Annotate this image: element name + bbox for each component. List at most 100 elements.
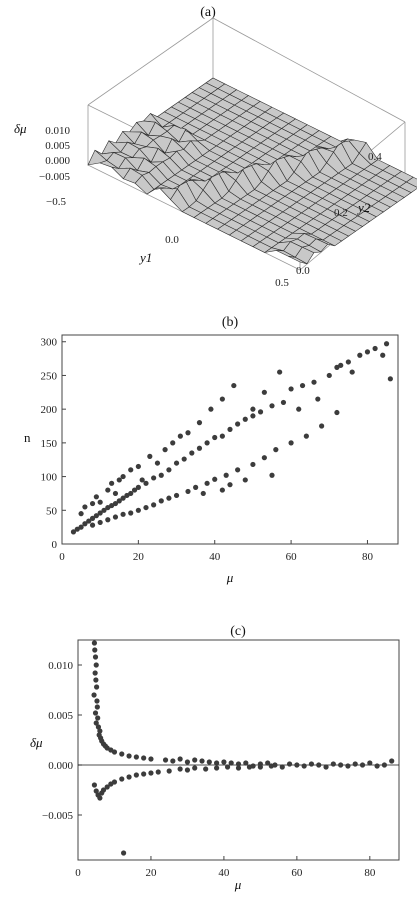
data-point bbox=[92, 670, 98, 676]
data-point bbox=[323, 764, 329, 770]
data-point bbox=[141, 771, 147, 777]
data-point bbox=[228, 760, 234, 766]
x-tick-label: 20 bbox=[145, 867, 157, 879]
surface-mesh bbox=[87, 77, 417, 265]
data-point bbox=[177, 766, 183, 772]
data-point bbox=[250, 406, 256, 412]
data-point bbox=[148, 770, 154, 776]
data-point bbox=[221, 759, 227, 765]
data-point bbox=[89, 522, 96, 528]
data-point bbox=[109, 502, 115, 509]
axis-ticks: 0 20 40 60 80 0.010 0.005 0.000 −0.005 bbox=[42, 660, 376, 879]
x-tick-label: 20 bbox=[133, 551, 145, 563]
data-point bbox=[92, 654, 99, 660]
data-point bbox=[141, 755, 147, 761]
data-point bbox=[231, 382, 237, 389]
data-point bbox=[177, 433, 183, 439]
data-point bbox=[116, 477, 122, 483]
data-point bbox=[315, 396, 321, 402]
data-point bbox=[288, 386, 294, 392]
data-point bbox=[170, 440, 176, 446]
data-point bbox=[235, 765, 242, 771]
data-point bbox=[105, 504, 111, 511]
data-point bbox=[227, 482, 233, 488]
data-point bbox=[177, 756, 183, 762]
data-point bbox=[120, 495, 126, 501]
data-point bbox=[173, 492, 180, 499]
y-tick-label: 150 bbox=[41, 438, 58, 450]
data-point bbox=[185, 430, 191, 436]
data-point bbox=[95, 724, 102, 730]
data-point bbox=[316, 762, 322, 768]
data-point bbox=[126, 753, 132, 759]
y-tick-label: −0.005 bbox=[42, 810, 73, 822]
data-point bbox=[135, 507, 141, 513]
data-point bbox=[82, 521, 88, 527]
data-point bbox=[364, 349, 371, 355]
data-point bbox=[128, 510, 134, 516]
data-point bbox=[338, 762, 344, 768]
data-point bbox=[95, 715, 101, 721]
data-point bbox=[224, 764, 231, 770]
data-point bbox=[192, 757, 198, 763]
data-point bbox=[170, 758, 176, 764]
x-tick-label: 0 bbox=[59, 551, 65, 563]
z-tick-label: 0.010 bbox=[45, 125, 70, 137]
box-edge bbox=[87, 17, 214, 106]
data-point bbox=[112, 500, 119, 507]
x-tick-label: 0.0 bbox=[165, 234, 179, 246]
data-point bbox=[374, 763, 380, 769]
y-axis-label: δμ bbox=[30, 735, 43, 750]
data-point bbox=[104, 784, 110, 790]
data-point bbox=[203, 766, 209, 772]
axis-ticks: 0.010 0.005 0.000 −0.005 −0.5 0.0 0.5 0.0 0.2 0.4 bbox=[39, 125, 382, 289]
data-point bbox=[166, 467, 172, 473]
panel-a-title: (a) bbox=[200, 5, 216, 20]
z-tick-label: 0.000 bbox=[45, 155, 70, 167]
data-point bbox=[94, 684, 100, 690]
data-point bbox=[357, 352, 363, 358]
data-point bbox=[219, 433, 225, 439]
data-point bbox=[334, 409, 340, 416]
data-point bbox=[349, 369, 355, 375]
data-point bbox=[158, 498, 164, 504]
data-point bbox=[280, 399, 287, 406]
y-axis-label: y2 bbox=[356, 200, 371, 215]
data-point bbox=[214, 760, 220, 766]
data-point bbox=[257, 409, 264, 415]
surface-plot-svg: (a) 0.0100.0050.000−0.005−0.50.00.50.00.… bbox=[14, 5, 417, 289]
data-point bbox=[100, 787, 107, 793]
data-point bbox=[199, 758, 205, 764]
data-point bbox=[92, 647, 98, 653]
data-point bbox=[196, 420, 203, 426]
data-point bbox=[189, 450, 195, 456]
data-point bbox=[158, 472, 164, 478]
panel-b-scatter: (b) 0 20 40 60 80 0 50 100 150 200 250 300 n μ bbox=[0, 310, 417, 600]
data-point bbox=[311, 379, 317, 385]
data-point bbox=[308, 761, 315, 767]
data-point bbox=[380, 352, 386, 358]
data-point bbox=[294, 762, 300, 768]
data-point bbox=[235, 467, 241, 473]
y-tick-label: 250 bbox=[41, 370, 58, 382]
data-point bbox=[101, 507, 107, 513]
data-point bbox=[296, 406, 302, 412]
data-point bbox=[352, 761, 358, 767]
box-edge bbox=[212, 17, 406, 123]
data-point bbox=[151, 502, 157, 508]
data-point bbox=[257, 764, 263, 770]
data-point bbox=[120, 850, 127, 856]
data-point bbox=[105, 517, 111, 523]
data-point bbox=[219, 396, 225, 402]
z-axis-label: δμ bbox=[14, 121, 27, 136]
data-point bbox=[345, 763, 351, 769]
data-point bbox=[148, 756, 154, 762]
y-tick-label: 0.4 bbox=[368, 151, 382, 163]
data-point bbox=[89, 500, 96, 507]
data-point bbox=[193, 484, 199, 490]
data-point bbox=[246, 764, 253, 770]
data-point bbox=[269, 472, 275, 478]
y-tick-label: 300 bbox=[41, 337, 58, 349]
x-axis-label: μ bbox=[226, 570, 234, 585]
data-point bbox=[242, 416, 248, 422]
